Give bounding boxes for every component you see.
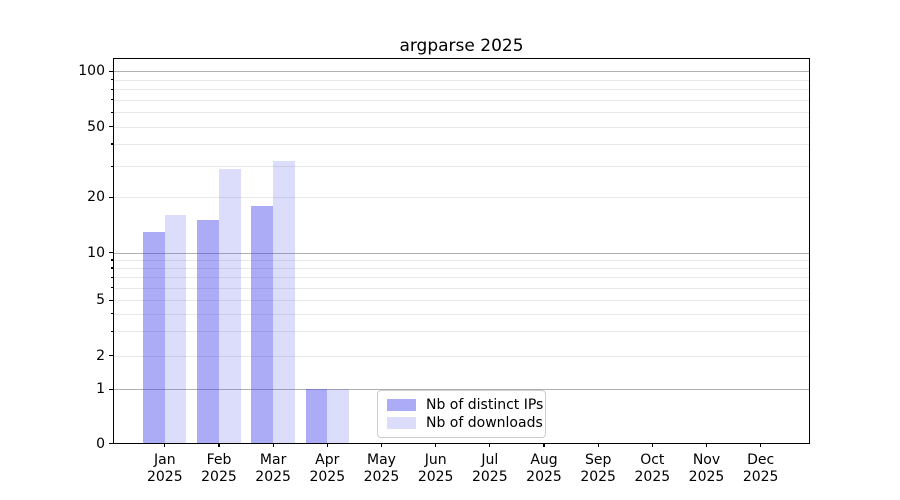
x-tick-label: Aug 2025 [514,452,574,485]
x-tick-month: Nov [692,452,721,468]
x-tick-year: 2025 [580,468,616,485]
x-tick-label: Mar 2025 [243,452,303,485]
y-tick-label: 10 [87,244,105,261]
x-tick-year: 2025 [309,468,346,485]
x-tick-year: 2025 [526,468,562,485]
legend-label-distinct-ips: Nb of distinct IPs [426,397,544,413]
y-tick-label: 20 [87,189,105,206]
x-tick-month: May [366,452,396,468]
x-tick-month: Jan [154,452,176,468]
y-tick-label: 2 [96,347,105,364]
x-tick-label: Sep 2025 [568,452,628,485]
legend-label-downloads: Nb of downloads [426,415,543,431]
x-tick-month: Sep [584,452,612,468]
x-tick-mark [705,443,708,448]
x-tick-mark [597,443,599,448]
x-tick-label: May 2025 [351,452,411,485]
chart-title: argparse 2025 [399,36,524,56]
x-tick-mark [326,443,328,448]
x-tick-mark [543,443,545,448]
x-tick-label: Dec 2025 [731,452,791,485]
x-tick-label: Feb 2025 [189,452,249,485]
y-tick-label: 100 [78,63,105,80]
legend-swatch-downloads [387,417,416,429]
y-tick-label: 1 [96,381,105,398]
x-tick-month: Feb [206,452,232,468]
x-tick-year: 2025 [255,468,291,485]
x-tick-year: 2025 [634,468,671,485]
x-tick-month: Mar [259,452,287,468]
x-tick-year: 2025 [363,468,400,485]
x-tick-mark [218,443,220,448]
x-tick-month: Aug [530,452,558,468]
y-tick-label: 0 [96,435,105,452]
x-tick-mark [164,443,166,448]
x-tick-mark [651,443,653,448]
x-tick-month: Jun [424,452,447,468]
x-tick-month: Oct [640,452,665,468]
x-tick-label: Oct 2025 [622,452,682,485]
x-tick-label: Nov 2025 [677,452,737,485]
x-tick-label: Apr 2025 [297,452,357,485]
x-tick-year: 2025 [471,468,508,485]
plot-area [112,57,810,444]
x-tick-month: Dec [747,452,775,468]
x-tick-month: Apr [315,452,340,468]
legend-swatch-distinct-ips [387,399,416,411]
x-tick-mark [380,443,383,448]
x-tick-label: Jul 2025 [460,452,520,485]
y-tick-label: 5 [96,292,105,308]
legend-item-distinct-ips: Nb of distinct IPs [387,397,543,413]
x-tick-year: 2025 [742,468,779,485]
x-tick-year: 2025 [146,468,183,485]
legend: Nb of distinct IPs Nb of downloads [377,390,546,438]
legend-item-downloads: Nb of downloads [387,415,543,431]
x-tick-year: 2025 [688,468,725,485]
x-tick-mark [760,443,762,448]
x-tick-mark [272,443,274,448]
x-tick-year: 2025 [201,468,237,485]
x-tick-label: Jan 2025 [135,452,195,485]
x-tick-mark [489,443,491,448]
x-tick-month: Jul [481,452,499,468]
x-tick-label: Jun 2025 [406,452,466,485]
x-tick-mark [435,443,437,448]
y-tick-label: 50 [87,118,105,135]
x-tick-year: 2025 [417,468,454,485]
